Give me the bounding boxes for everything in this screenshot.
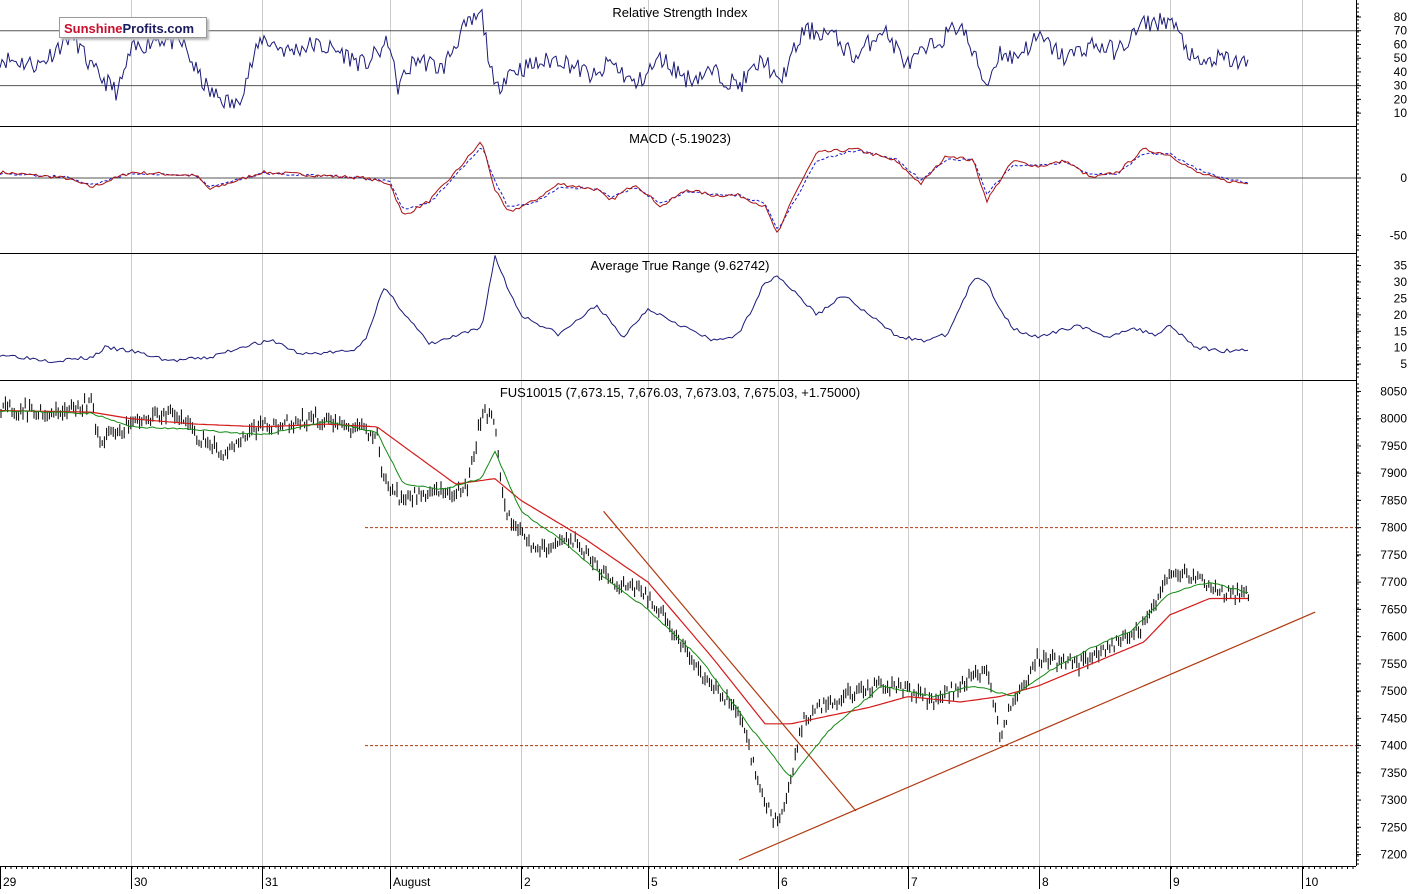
- y-tick-label-3: 7750: [1380, 548, 1407, 562]
- panel-title-3: FUS10015 (7,673.15, 7,676.03, 7,673.03, …: [500, 385, 860, 400]
- y-tick-label-3: 7850: [1380, 493, 1407, 507]
- y-tick-label-2: 5: [1400, 357, 1407, 371]
- macd-signal-line: [0, 147, 1249, 230]
- sma-slow-line: [0, 409, 1248, 725]
- y-tick-label-1: -50: [1390, 229, 1408, 243]
- y-tick-label-0: 30: [1394, 79, 1408, 93]
- panel-title-2: Average True Range (9.62742): [591, 258, 770, 273]
- x-tick-label: 31: [265, 875, 279, 889]
- y-tick-label-3: 8000: [1380, 412, 1407, 426]
- x-tick-label: 7: [911, 875, 918, 889]
- logo-part-2: Profits.com: [122, 21, 195, 36]
- y-tick-label-3: 7600: [1380, 630, 1407, 644]
- x-tick-label: August: [393, 875, 431, 889]
- y-tick-label-3: 7400: [1380, 739, 1407, 753]
- logo-part-1: Sunshine: [64, 21, 123, 36]
- price-bars: [0, 393, 1249, 828]
- panel-title-1: MACD (-5.19023): [629, 131, 731, 146]
- y-tick-label-0: 80: [1394, 10, 1408, 24]
- y-tick-label-3: 7500: [1380, 684, 1407, 698]
- sma-fast-line: [0, 410, 1249, 778]
- uptrend-support-line: [738, 611, 1316, 861]
- x-tick-label: 8: [1042, 875, 1049, 889]
- atr-line: [0, 255, 1249, 364]
- y-tick-label-1: 0: [1400, 171, 1407, 185]
- y-tick-label-3: 7700: [1380, 575, 1407, 589]
- y-tick-label-3: 7350: [1380, 766, 1407, 780]
- y-tick-label-3: 7550: [1380, 657, 1407, 671]
- y-tick-label-3: 7900: [1380, 466, 1407, 480]
- y-tick-label-3: 8050: [1380, 384, 1407, 398]
- x-tick-label: 5: [651, 875, 658, 889]
- y-tick-label-3: 7300: [1380, 793, 1407, 807]
- y-tick-label-2: 15: [1394, 324, 1408, 338]
- sunshine-profits-logo: SunshineProfits.com: [59, 17, 207, 38]
- y-tick-label-0: 60: [1394, 37, 1408, 51]
- x-tick-label: 30: [134, 875, 148, 889]
- rsi-line: [0, 8, 1249, 110]
- y-tick-label-2: 10: [1394, 341, 1408, 355]
- x-tick-label: 9: [1173, 875, 1180, 889]
- macd-line: [0, 141, 1248, 233]
- y-tick-label-3: 7800: [1380, 521, 1407, 535]
- y-tick-label-2: 30: [1394, 275, 1408, 289]
- y-tick-label-3: 7200: [1380, 848, 1407, 862]
- y-tick-label-3: 7250: [1380, 820, 1407, 834]
- panel-title-0: Relative Strength Index: [612, 5, 748, 20]
- y-tick-label-0: 20: [1394, 92, 1408, 106]
- x-tick-label: 6: [781, 875, 788, 889]
- y-tick-label-0: 50: [1394, 51, 1408, 65]
- x-tick-label: 2: [524, 875, 531, 889]
- x-tick-label: 29: [3, 875, 17, 889]
- y-tick-label-2: 20: [1394, 308, 1408, 322]
- y-tick-label-3: 7450: [1380, 711, 1407, 725]
- y-tick-label-0: 10: [1394, 106, 1408, 120]
- y-tick-label-3: 7950: [1380, 439, 1407, 453]
- y-tick-label-3: 7650: [1380, 602, 1407, 616]
- y-tick-label-0: 40: [1394, 65, 1408, 79]
- y-tick-label-2: 25: [1394, 291, 1408, 305]
- downtrend-line: [603, 510, 857, 812]
- x-tick-label: 10: [1305, 875, 1319, 889]
- y-tick-label-2: 35: [1394, 259, 1408, 273]
- y-tick-label-0: 70: [1394, 24, 1408, 38]
